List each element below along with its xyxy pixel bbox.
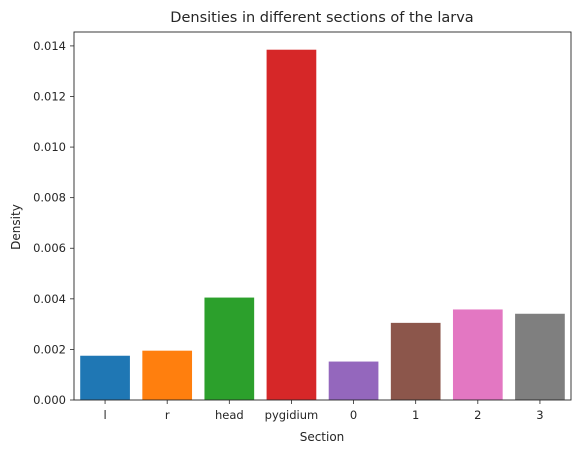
x-tick-label-head: head	[215, 408, 244, 422]
x-axis-label: Section	[300, 430, 345, 444]
y-tick-label: 0.008	[33, 191, 66, 205]
y-axis: 0.000 0.002 0.004 0.006 0.008 0.010 0.012 0.014	[33, 39, 74, 407]
chart-title: Densities in different sections of the l…	[170, 10, 473, 26]
x-tick-label-l: l	[103, 408, 106, 422]
bar-l	[80, 355, 130, 400]
x-tick-label-2: 2	[474, 408, 481, 422]
bar-1	[390, 322, 441, 400]
x-tick-label-1: 1	[412, 408, 419, 422]
x-tick-label-pygidium: pygidium	[265, 408, 319, 422]
bar-2	[452, 309, 503, 400]
bar-3	[515, 313, 565, 400]
bar-pygidium	[266, 49, 317, 400]
plot-frame	[73, 31, 572, 401]
y-tick-label: 0.000	[33, 393, 66, 407]
bar-head	[204, 297, 255, 400]
y-tick-label: 0.012	[33, 89, 66, 103]
y-tick-label: 0.002	[33, 342, 66, 356]
x-axis: l r head pygidium 0 1 2 3	[103, 400, 544, 422]
bar-r	[142, 350, 193, 400]
y-tick-label: 0.014	[33, 39, 66, 53]
bar-0	[328, 361, 379, 400]
bars-group	[80, 49, 565, 400]
y-tick-label: 0.006	[33, 241, 66, 255]
x-tick-label-r: r	[165, 408, 170, 422]
x-tick-label-0: 0	[350, 408, 357, 422]
y-tick-label: 0.004	[33, 292, 66, 306]
y-axis-label: Density	[9, 204, 23, 250]
x-tick-label-3: 3	[536, 408, 543, 422]
y-tick-label: 0.010	[33, 140, 66, 154]
